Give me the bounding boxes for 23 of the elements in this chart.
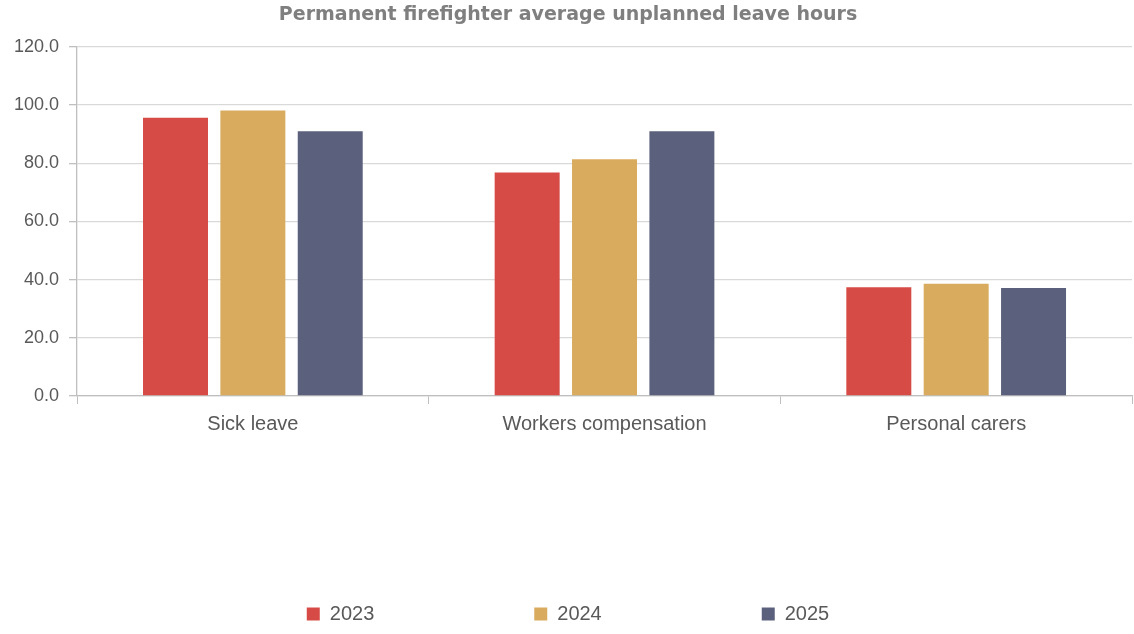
y-tick-label: 0.0 xyxy=(34,384,60,405)
y-tick-label: 80.0 xyxy=(24,152,60,173)
x-tick-label: Workers compensation xyxy=(502,411,707,434)
bar xyxy=(846,287,912,396)
y-tick-label: 60.0 xyxy=(24,210,60,231)
bar xyxy=(297,131,363,396)
bar xyxy=(494,172,560,396)
x-tick-label: Sick leave xyxy=(207,411,299,434)
y-tick-label: 20.0 xyxy=(24,326,60,347)
bar xyxy=(1001,288,1067,396)
y-tick-label: 120.0 xyxy=(14,35,60,56)
legend-label: 2023 xyxy=(329,601,375,624)
bar xyxy=(143,117,208,396)
bar xyxy=(220,110,286,396)
bar xyxy=(649,131,715,396)
bar xyxy=(572,159,638,396)
x-tick-label: Personal carers xyxy=(886,411,1027,434)
bar xyxy=(923,283,989,396)
legend-label: 2025 xyxy=(784,601,830,624)
y-tick-label: 40.0 xyxy=(24,268,60,289)
y-tick-label: 100.0 xyxy=(14,93,60,114)
legend-label: 2024 xyxy=(557,601,602,624)
chart-title: Permanent firefighter average unplanned leave hours xyxy=(278,2,858,25)
